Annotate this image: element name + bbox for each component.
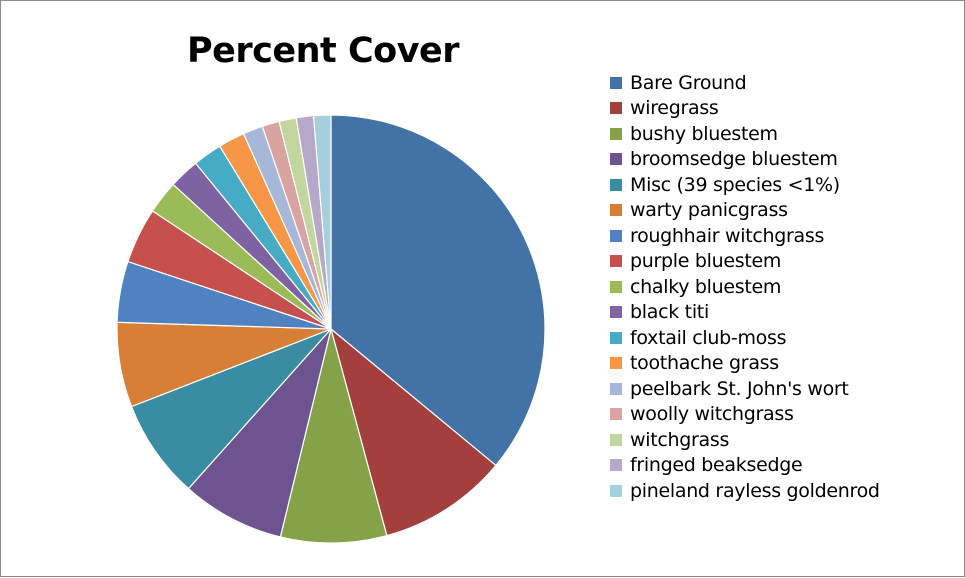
legend-label-12: peelbark St. John's wort [630, 377, 849, 400]
legend-swatch-0 [610, 76, 622, 89]
legend-item-8: chalky bluestem [610, 274, 955, 300]
legend-swatch-15 [610, 459, 622, 472]
legend-swatch-14 [610, 433, 622, 446]
legend-swatch-3 [610, 153, 622, 166]
pie-slice-0 [330, 114, 546, 467]
chart-title: Percent Cover [187, 31, 460, 71]
legend-swatch-7 [610, 255, 622, 268]
legend-item-1: wiregrass [610, 96, 955, 122]
legend-label-2: bushy bluestem [630, 122, 778, 145]
legend-swatch-13 [610, 408, 622, 421]
legend: Bare Ground wiregrass bushy bluestem brooms… [610, 70, 955, 504]
legend-item-10: foxtail club-moss [610, 325, 955, 351]
legend-swatch-12 [610, 382, 622, 395]
legend-label-13: woolly witchgrass [630, 403, 794, 426]
legend-item-0: Bare Ground [610, 70, 955, 96]
legend-swatch-16 [610, 484, 622, 497]
legend-swatch-6 [610, 229, 622, 242]
legend-label-0: Bare Ground [630, 71, 747, 94]
legend-item-12: peelbark St. John's wort [610, 376, 955, 402]
legend-label-16: pineland rayless goldenrod [630, 479, 880, 502]
legend-item-11: toothache grass [610, 351, 955, 377]
legend-label-8: chalky bluestem [630, 275, 782, 298]
legend-swatch-4 [610, 178, 622, 191]
pie-slice-2 [279, 328, 388, 544]
legend-item-15: fringed beaksedge [610, 453, 955, 479]
legend-label-10: foxtail club-moss [630, 326, 787, 349]
legend-label-3: broomsedge bluestem [630, 148, 838, 171]
legend-label-11: toothache grass [630, 352, 779, 375]
legend-item-3: broomsedge bluestem [610, 147, 955, 173]
legend-item-4: Misc (39 species <1%) [610, 172, 955, 198]
legend-label-15: fringed beaksedge [630, 454, 803, 477]
legend-label-9: black titi [630, 301, 709, 324]
legend-label-14: witchgrass [630, 428, 730, 451]
legend-item-6: roughhair witchgrass [610, 223, 955, 249]
legend-swatch-2 [610, 127, 622, 140]
pie-slice-1 [329, 327, 497, 537]
legend-swatch-11 [610, 357, 622, 370]
legend-swatch-9 [610, 306, 622, 319]
pie-slice-16 [312, 114, 332, 330]
legend-label-4: Misc (39 species <1%) [630, 173, 840, 196]
legend-item-2: bushy bluestem [610, 121, 955, 147]
pie-slice-4 [130, 328, 332, 490]
pie-slices [116, 114, 546, 544]
legend-swatch-8 [610, 280, 622, 293]
legend-item-14: witchgrass [610, 427, 955, 453]
legend-item-5: warty panicgrass [610, 198, 955, 224]
legend-label-7: purple bluestem [630, 250, 782, 273]
legend-swatch-5 [610, 204, 622, 217]
legend-label-5: warty panicgrass [630, 199, 788, 222]
legend-item-13: woolly witchgrass [610, 402, 955, 428]
legend-swatch-10 [610, 331, 622, 344]
legend-item-7: purple bluestem [610, 249, 955, 275]
legend-swatch-1 [610, 102, 622, 115]
legend-item-9: black titi [610, 300, 955, 326]
legend-label-1: wiregrass [630, 97, 719, 120]
legend-label-6: roughhair witchgrass [630, 224, 825, 247]
legend-item-16: pineland rayless goldenrod [610, 478, 955, 504]
pie-slice-3 [187, 328, 332, 538]
